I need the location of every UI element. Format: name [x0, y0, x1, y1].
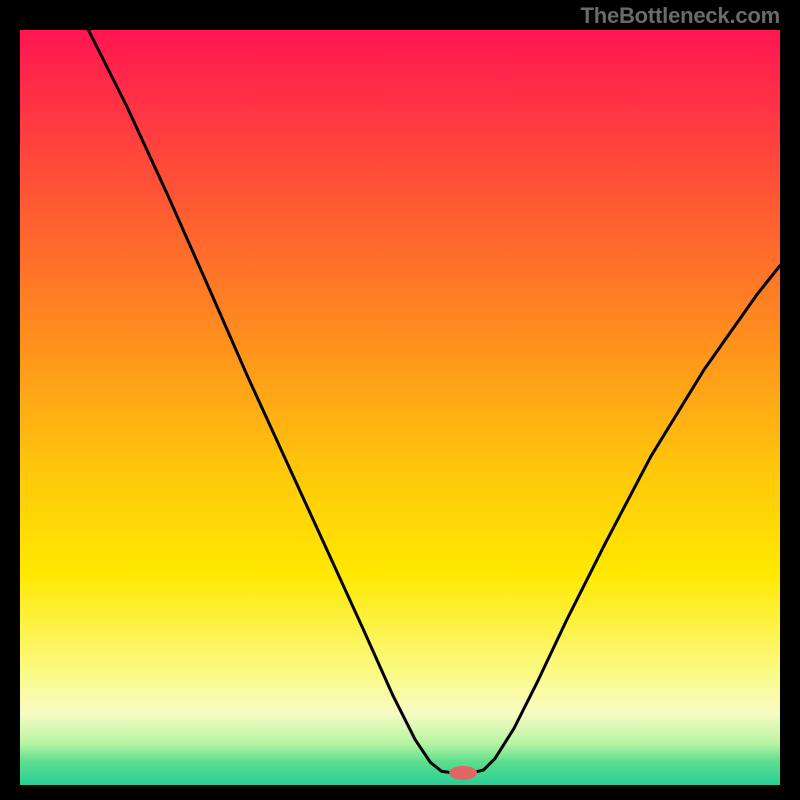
watermark-label: TheBottleneck.com: [580, 3, 780, 29]
optimal-marker: [449, 766, 477, 780]
chart-frame: TheBottleneck.com: [0, 0, 800, 800]
chart-background: [20, 30, 780, 785]
bottleneck-chart: [20, 30, 780, 785]
